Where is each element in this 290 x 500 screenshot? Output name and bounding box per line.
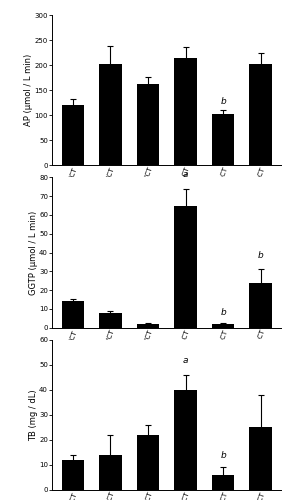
Bar — [212, 114, 234, 166]
Text: b: b — [220, 97, 226, 106]
Bar — [174, 58, 197, 166]
Bar — [174, 206, 197, 328]
Bar — [249, 64, 272, 166]
Bar — [99, 312, 122, 328]
Y-axis label: GGTP (µmol / L min): GGTP (µmol / L min) — [29, 210, 38, 294]
Bar — [212, 475, 234, 490]
Bar — [249, 428, 272, 490]
Bar — [137, 324, 159, 328]
Bar — [137, 84, 159, 166]
Text: b: b — [220, 451, 226, 460]
Bar — [99, 455, 122, 490]
Bar — [249, 282, 272, 328]
Text: a: a — [183, 356, 188, 364]
Text: b: b — [220, 308, 226, 318]
Bar — [212, 324, 234, 328]
Bar — [61, 105, 84, 166]
Bar — [61, 460, 84, 490]
Y-axis label: AP (µmol / L min): AP (µmol / L min) — [24, 54, 33, 127]
Bar — [99, 64, 122, 166]
Text: b: b — [258, 251, 264, 260]
Y-axis label: TB (mg / dL): TB (mg / dL) — [29, 389, 38, 440]
Bar — [61, 302, 84, 328]
Bar — [174, 390, 197, 490]
Text: a: a — [183, 170, 188, 179]
Bar — [137, 435, 159, 490]
